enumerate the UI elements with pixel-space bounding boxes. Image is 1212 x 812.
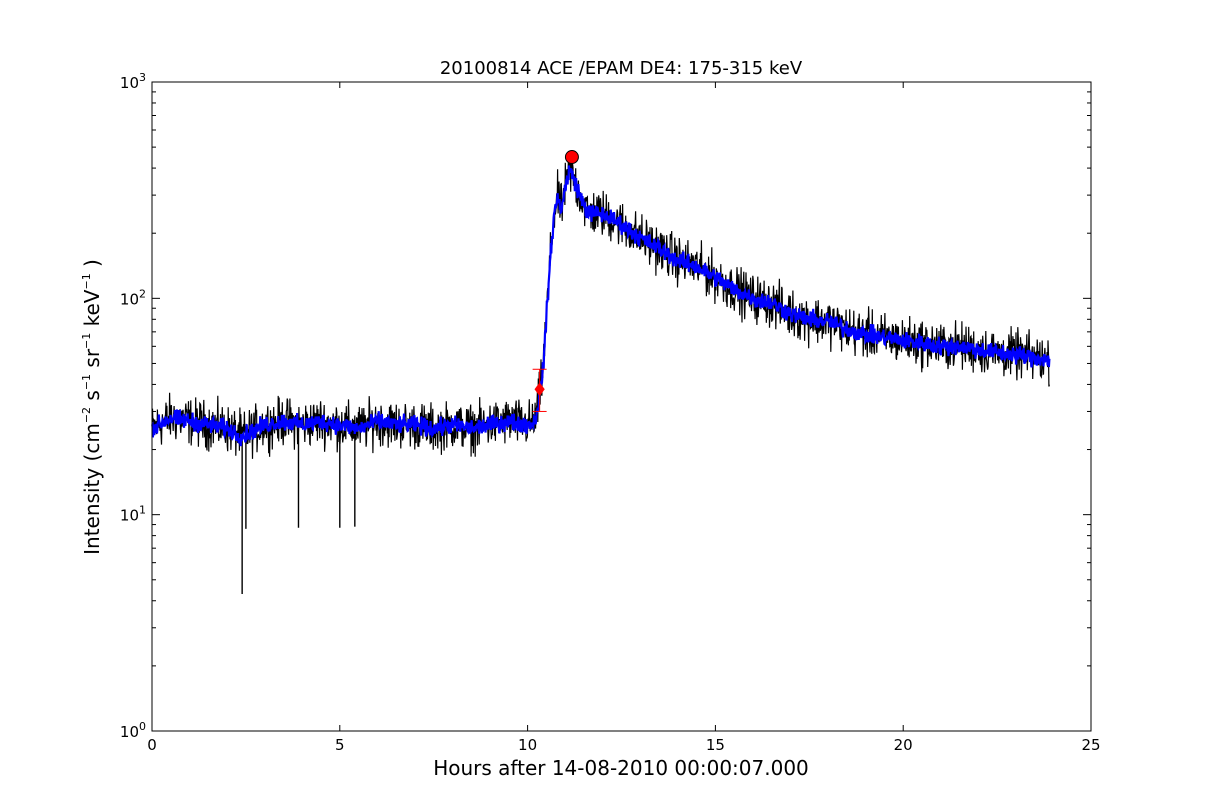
y-label-exp1: −2 xyxy=(80,407,93,423)
y-label-exp4: −1 xyxy=(80,273,93,289)
x-tick-label: 25 xyxy=(1081,736,1100,754)
plot-area xyxy=(152,82,1091,731)
y-label-exp3: −1 xyxy=(80,333,93,349)
y-label-suffix: ) xyxy=(80,259,104,273)
y-tick-label: 103 xyxy=(120,71,146,92)
y-label-s: s xyxy=(80,390,104,407)
x-tick-label: 20 xyxy=(894,736,913,754)
peak-marker xyxy=(564,150,579,165)
x-axis-label: Hours after 14-08-2010 00:00:07.000 xyxy=(433,756,809,780)
y-tick-label: 101 xyxy=(120,504,146,525)
y-axis-label: Intensity (cm−2 s−1 sr−1 keV−1 ) xyxy=(80,259,104,555)
series-line-smoothed xyxy=(151,165,1051,447)
tick-layer: 0 5 10 15 20 25 100 101 102 103 xyxy=(120,71,1101,754)
y-tick-label: 100 xyxy=(120,720,146,741)
series-layer xyxy=(151,157,1051,594)
y-label-sr: sr xyxy=(80,348,104,374)
y-label-prefix: Intensity (cm xyxy=(80,423,104,555)
x-tick-label: 0 xyxy=(147,736,157,754)
chart-title: 20100814 ACE /EPAM DE4: 175-315 keV xyxy=(440,58,803,79)
y-label-kev: keV xyxy=(80,289,104,333)
y-tick-label: 102 xyxy=(120,287,146,308)
y-label-exp2: −1 xyxy=(80,374,93,390)
x-tick-label: 5 xyxy=(335,736,345,754)
plot-frame xyxy=(151,81,1092,732)
x-tick-label: 15 xyxy=(706,736,725,754)
marker-layer xyxy=(532,150,579,412)
x-tick-label: 10 xyxy=(518,736,537,754)
